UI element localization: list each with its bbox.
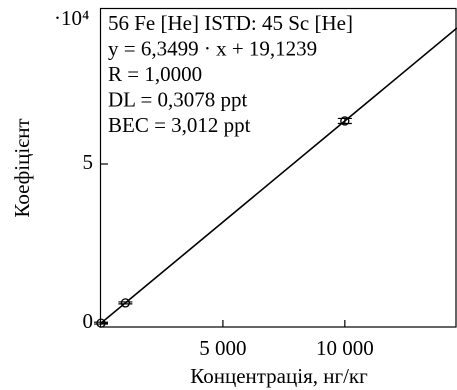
annotation: BEC = 3,012 ppt (108, 113, 251, 137)
x-axis-label: Концентрація, нг/кг (190, 364, 368, 388)
plot-frame (99, 7, 457, 328)
y-tick-label: 0 (83, 309, 94, 333)
x-tick-label: 10 000 (316, 336, 374, 360)
x-tick-label: 5 000 (199, 336, 246, 360)
fit-line (100, 27, 457, 324)
annotation: 56 Fe [He] ISTD: 45 Sc [He] (108, 11, 353, 35)
data-point (120, 298, 131, 308)
error-bar (118, 301, 133, 305)
annotation: DL = 0,3078 ppt (108, 87, 248, 111)
data-point (96, 318, 106, 328)
annotation: R = 1,0000 (108, 62, 202, 86)
y-tick-label: 5 (83, 150, 94, 174)
data-point (340, 116, 350, 126)
error-bar (94, 321, 108, 325)
annotation: y = 6,3499 · x + 19,1239 (108, 36, 317, 60)
y-offset-label: ·10⁴ (54, 6, 89, 30)
error-bar (337, 117, 352, 125)
y-axis-label: Коефіцієнт (10, 118, 34, 217)
